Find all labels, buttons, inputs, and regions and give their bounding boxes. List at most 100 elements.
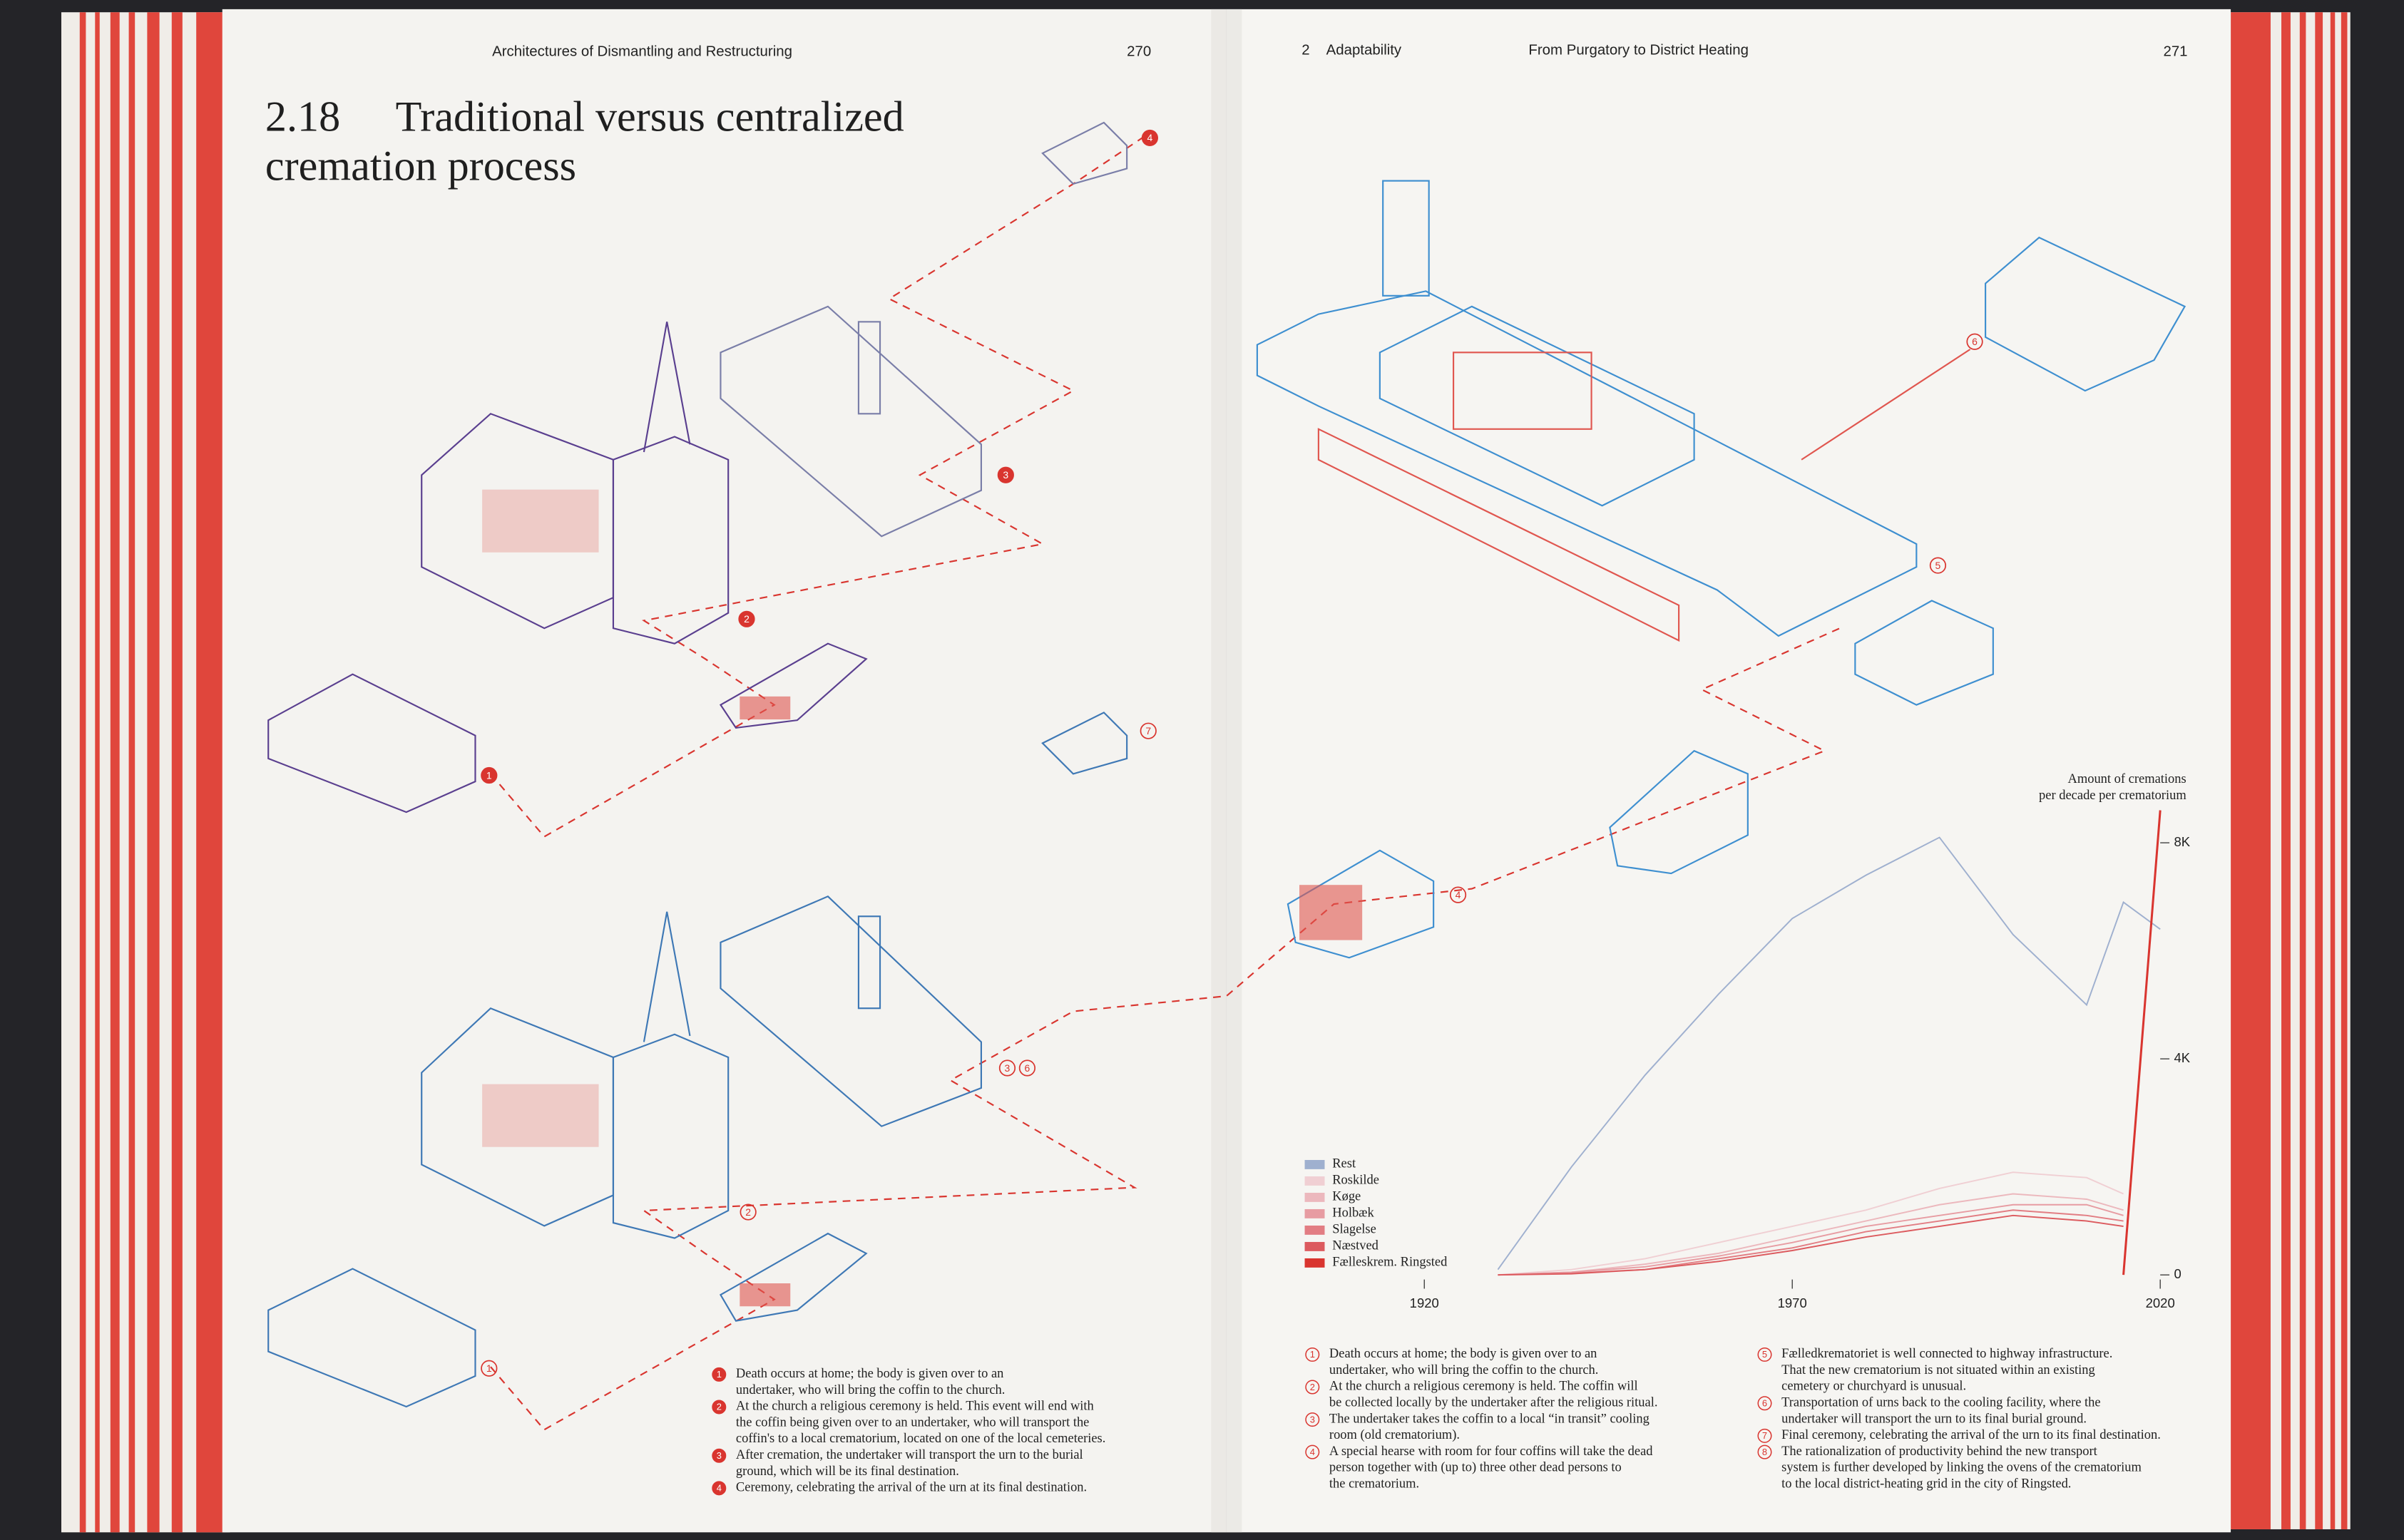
caption-line: After cremation, the undertaker will tra… (736, 1447, 1083, 1462)
church-bottom (267, 712, 1128, 1408)
caption-line: Fælledkrematoriet is well connected to h… (1781, 1346, 2112, 1360)
title: Traditional versus centralized (396, 93, 904, 141)
y-tick-label: 0 (2174, 1266, 2181, 1281)
caption-line: That the new crematorium is not situated… (1781, 1362, 2095, 1377)
caption-line: At the church a religious ceremony is he… (736, 1399, 1094, 1413)
marker-circle (997, 466, 1014, 483)
figure-number: 2.18 (265, 93, 340, 141)
chapter: Adaptability (1326, 42, 1402, 58)
caption-number-circle (712, 1448, 727, 1463)
caption-number-circle (1757, 1396, 1772, 1411)
legend-label: Roskilde (1332, 1173, 1379, 1187)
caption-line: ground, which will be its final destinat… (736, 1464, 959, 1478)
x-tick-label: 1970 (1778, 1295, 1807, 1310)
caption-number: 7 (1762, 1430, 1767, 1441)
caption-line: undertaker, who will bring the coffin to… (1329, 1362, 1598, 1377)
central-crematorium (1256, 180, 2186, 959)
stripe (79, 12, 86, 1533)
marker-circle (998, 1059, 1016, 1077)
marker-label: 1 (486, 769, 492, 781)
marker-label: 6 (1972, 336, 1978, 347)
gutter (1211, 9, 1242, 1533)
legend-swatch (1304, 1176, 1325, 1186)
marker-label: 2 (745, 1206, 751, 1218)
stripe (2231, 12, 2271, 1529)
stripe (171, 12, 183, 1533)
series-line (1498, 1193, 2124, 1276)
legend-label: Næstved (1332, 1238, 1379, 1253)
marker-label: 4 (1456, 889, 1461, 900)
diagram-markers: 4 3 2 1 7 3 6 2 1 6 5 4 (481, 129, 1983, 1377)
caption-number: 8 (1762, 1447, 1767, 1457)
caption-line: Final ceremony, celebrating the arrival … (1781, 1427, 2161, 1442)
caption-number-circle (712, 1367, 727, 1382)
legend-label: Slagelse (1332, 1222, 1376, 1236)
stripe (2281, 12, 2291, 1529)
caption-number: 4 (1310, 1447, 1315, 1457)
caption-number-circle (712, 1481, 727, 1496)
caption-line: system is further developed by linking t… (1781, 1460, 2142, 1474)
series-line (1498, 1214, 2124, 1276)
marker-circle (1929, 557, 1947, 574)
x-tick-label: 2020 (2146, 1295, 2175, 1310)
caption-number: 6 (1762, 1398, 1767, 1409)
stripe (2341, 12, 2348, 1529)
caption-number-circle (1757, 1347, 1772, 1362)
stripe (110, 12, 120, 1533)
caption-line: Transportation of urns back to the cooli… (1781, 1395, 2100, 1410)
marker-circle (1018, 1059, 1036, 1077)
legend-swatch (1304, 1225, 1325, 1235)
caption-line: Ceremony, celebrating the arrival of the… (736, 1480, 1087, 1494)
crematorium-top (720, 121, 1128, 538)
caption-line: the coffin being given over to an undert… (736, 1415, 1089, 1429)
marker-label: 3 (1005, 1062, 1011, 1074)
y-tick-label: 8K (2174, 834, 2191, 849)
caption-line: the crematorium. (1329, 1476, 1419, 1490)
stripe (196, 12, 224, 1533)
legend-label: Fælleskrem. Ringsted (1332, 1255, 1448, 1269)
legend-swatch (1304, 1258, 1325, 1268)
caption-number-circle (1305, 1380, 1320, 1395)
stripe (2299, 12, 2306, 1529)
marker-label: 6 (1025, 1062, 1030, 1074)
caption-number: 5 (1762, 1349, 1767, 1360)
caption-line: Death occurs at home; the body is given … (736, 1366, 1003, 1380)
caption-number-circle (1305, 1412, 1320, 1427)
caption-line: Death occurs at home; the body is given … (1329, 1346, 1597, 1360)
y-tick-label: 4K (2174, 1050, 2191, 1065)
caption-number: 3 (1310, 1414, 1315, 1424)
captions: 1 Death occurs at home; the body is given… (712, 1346, 2161, 1496)
legend-label: Holbæk (1332, 1206, 1374, 1220)
illustration (267, 121, 2186, 1431)
caption-line: cemetery or churchyard is unusual. (1781, 1379, 1966, 1393)
caption-line: undertaker will transport the urn to its… (1781, 1411, 2087, 1425)
marker-label: 2 (744, 613, 750, 625)
marker-circle (740, 1203, 757, 1221)
caption-line: coffin's to a local crematorium, located… (736, 1431, 1105, 1445)
central-details (482, 349, 1971, 1307)
x-tick-label: 1920 (1410, 1295, 1439, 1310)
stripe (2330, 12, 2336, 1529)
series-line (1498, 1171, 2124, 1276)
church-top (267, 322, 868, 813)
chart-title: Amount of cremations (2068, 771, 2186, 786)
right-edge-stripes (2231, 12, 2348, 1529)
marker-label: 4 (1147, 132, 1153, 143)
page-number: 271 (2163, 43, 2187, 59)
caption-line: The rationalization of productivity behi… (1781, 1444, 2098, 1458)
marker-label: 7 (1145, 725, 1151, 736)
marker-circle (1966, 333, 1983, 350)
caption-number-circle (1305, 1347, 1320, 1362)
marker-label: 3 (1003, 469, 1008, 481)
left-page (222, 9, 1227, 1533)
marker-label: 1 (486, 1362, 492, 1374)
chapter-number: 2 (1301, 42, 1309, 58)
running-head: From Purgatory to District Heating (1528, 42, 1749, 58)
caption-number: 1 (717, 1369, 722, 1380)
caption-line: to the local district-heating grid in th… (1781, 1476, 2071, 1490)
caption-number-circle (1305, 1444, 1320, 1459)
caption-line: person together with (up to) three other… (1329, 1460, 1622, 1475)
caption-number-circle (1757, 1428, 1772, 1443)
marker-label: 5 (1935, 560, 1941, 571)
